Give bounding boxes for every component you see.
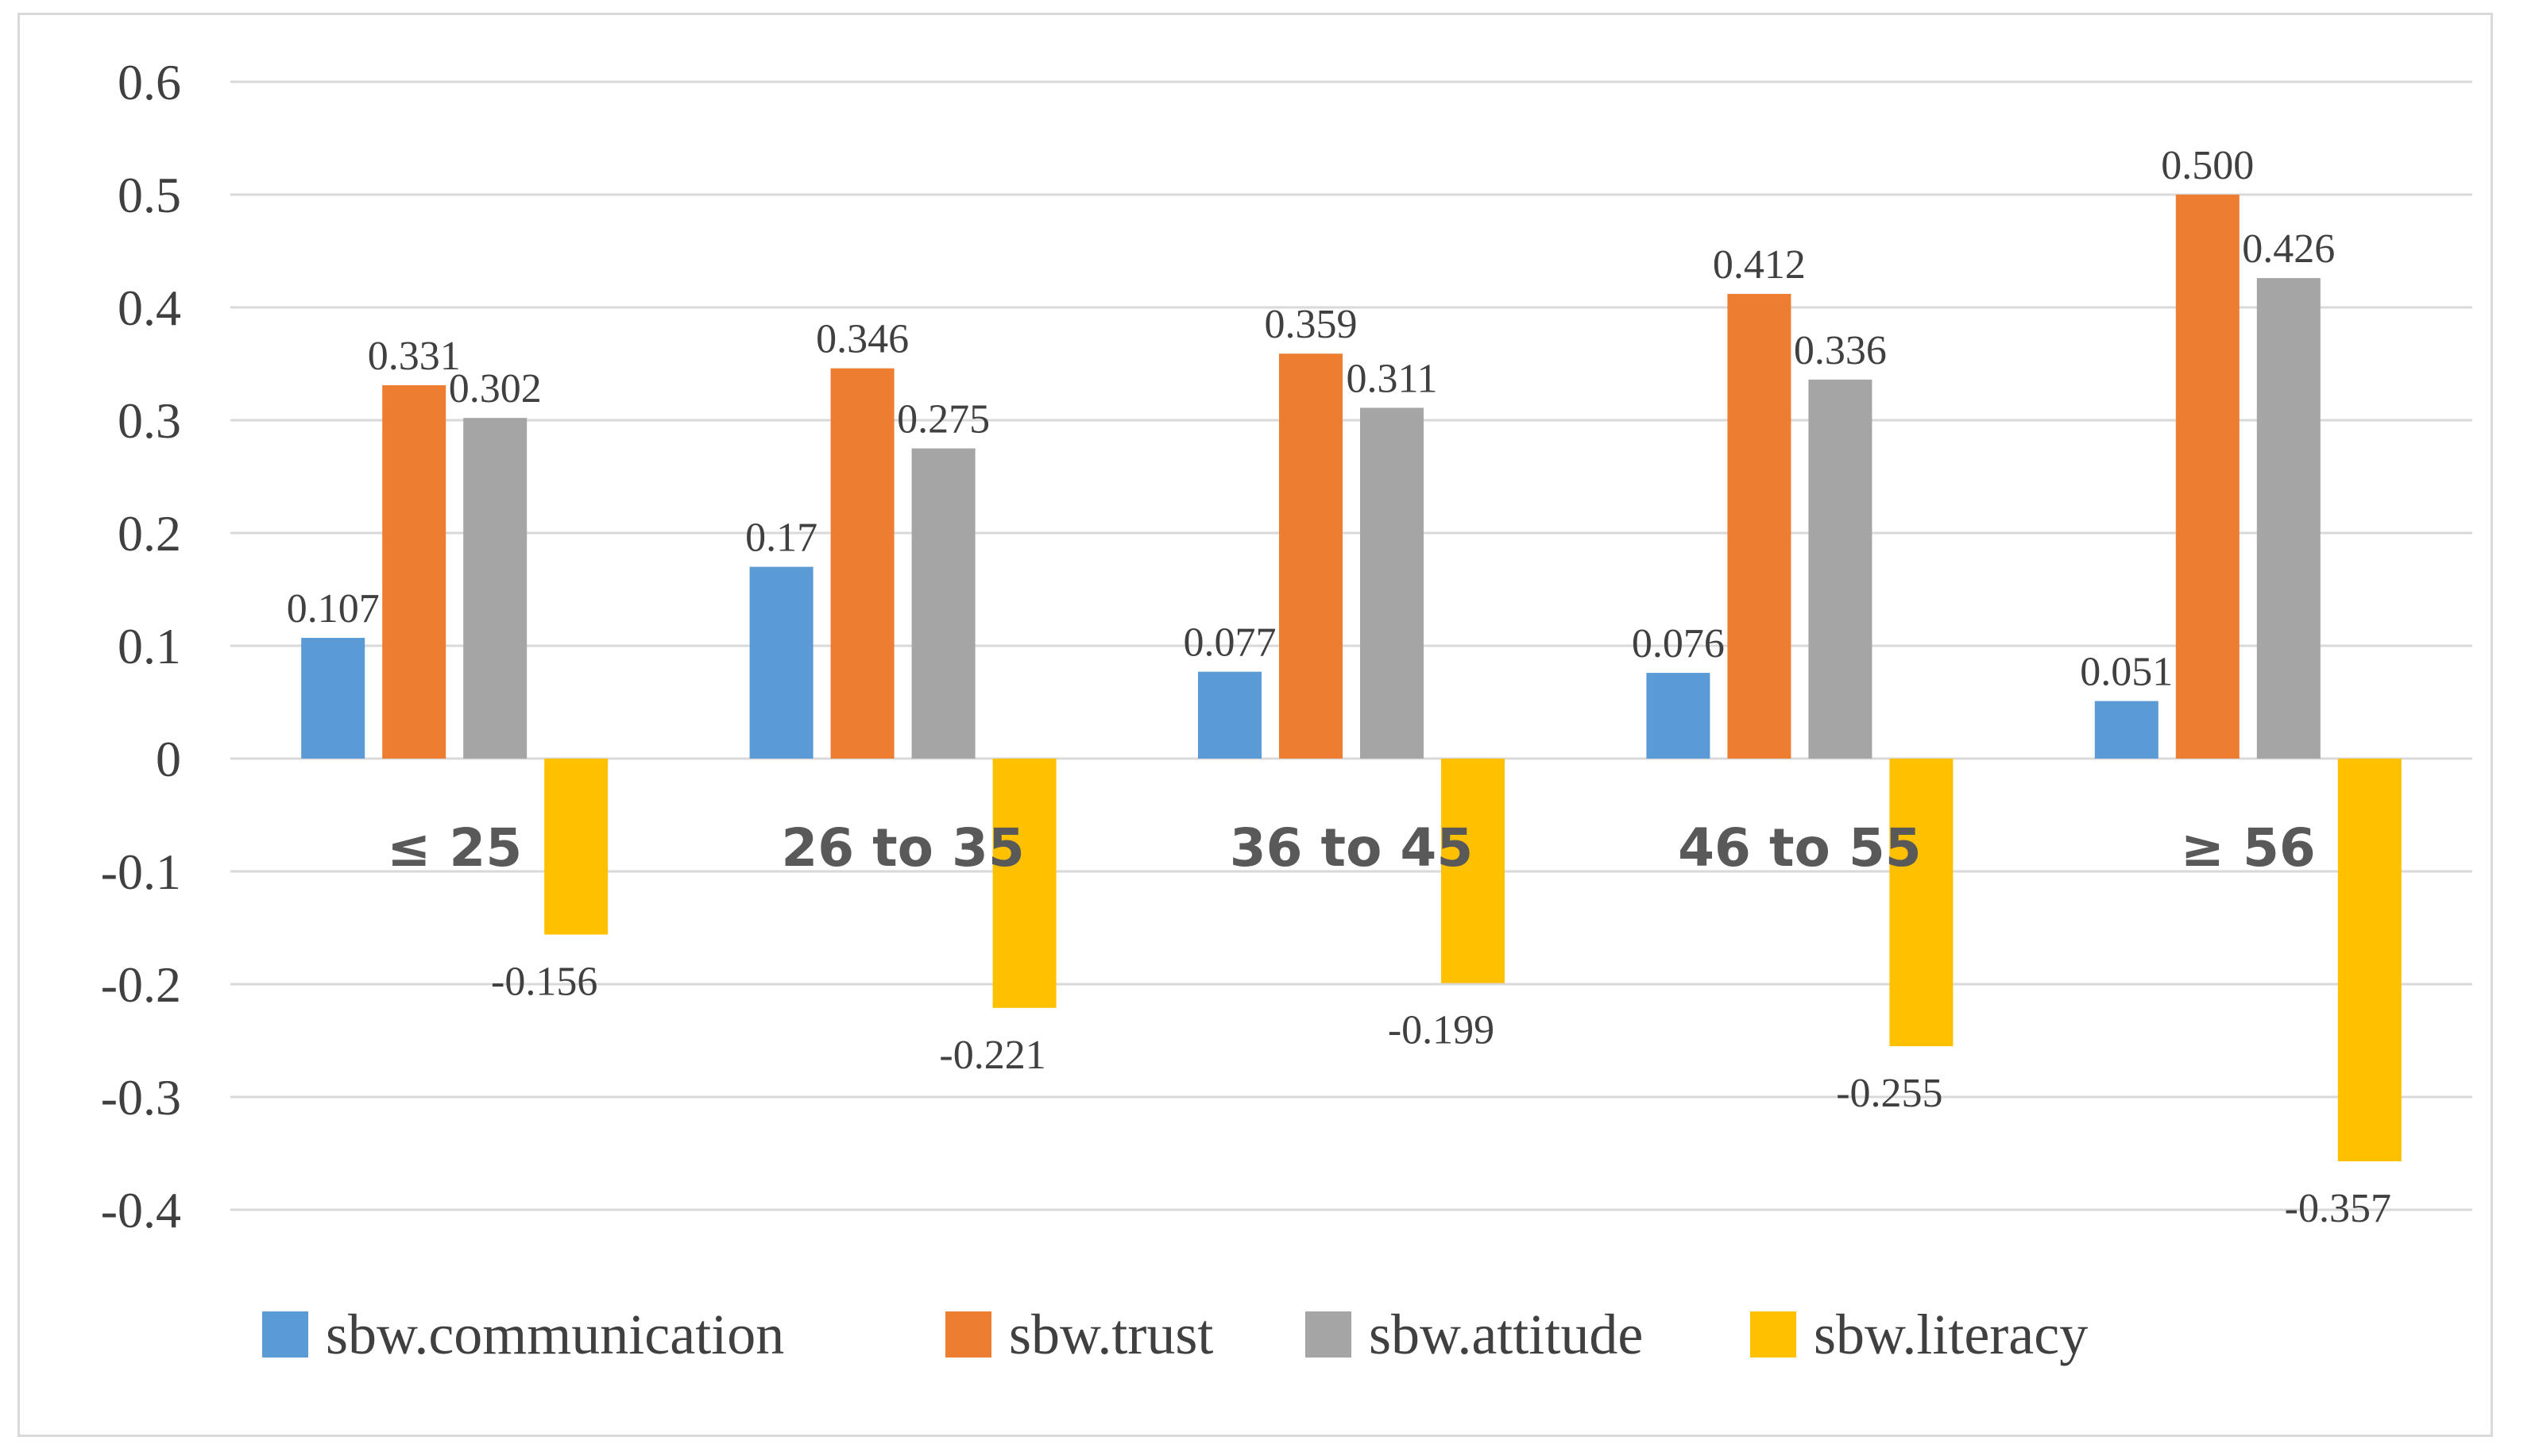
category-label: ≤ 25 bbox=[387, 817, 522, 879]
legend-label: sbw.literacy bbox=[1814, 1303, 2088, 1366]
bars bbox=[301, 195, 2402, 1161]
legend-label: sbw.trust bbox=[1009, 1303, 1213, 1366]
data-label: 0.077 bbox=[1184, 620, 1277, 666]
data-label: -0.156 bbox=[491, 960, 597, 1005]
legend-swatch bbox=[1750, 1311, 1796, 1358]
legend-label: sbw.attitude bbox=[1369, 1303, 1643, 1366]
legend-label: sbw.communication bbox=[326, 1303, 784, 1366]
y-tick-label: 0.4 bbox=[118, 280, 181, 336]
bar-sbw-communication bbox=[2094, 701, 2158, 759]
category-label: 26 to 35 bbox=[781, 817, 1025, 879]
category-label: 46 to 55 bbox=[1678, 817, 1922, 879]
bar-sbw-literacy bbox=[2337, 759, 2402, 1161]
bar-sbw-communication bbox=[1198, 671, 1262, 759]
bar-sbw-attitude bbox=[1360, 407, 1424, 759]
bar-sbw-attitude bbox=[463, 418, 528, 759]
data-label: 0.412 bbox=[1713, 242, 1806, 288]
y-tick-label: -0.1 bbox=[101, 844, 181, 900]
data-label: 0.336 bbox=[1794, 328, 1887, 373]
legend: sbw.communication sbw.trust sbw.attitude sb… bbox=[262, 1303, 2088, 1366]
data-label: 0.17 bbox=[745, 516, 817, 561]
data-label: 0.346 bbox=[816, 317, 909, 362]
bar-sbw-communication bbox=[301, 638, 365, 759]
bar-sbw-attitude bbox=[911, 448, 976, 759]
data-label: -0.255 bbox=[1836, 1071, 1942, 1116]
data-label: -0.221 bbox=[939, 1033, 1045, 1078]
bar-sbw-literacy bbox=[1441, 759, 1505, 983]
bar-sbw-trust bbox=[2175, 195, 2240, 759]
bar-sbw-trust bbox=[830, 368, 895, 759]
data-label: 0.500 bbox=[2161, 143, 2254, 188]
y-tick-label: 0 bbox=[156, 731, 181, 787]
data-label: -0.357 bbox=[2285, 1186, 2391, 1231]
data-label: 0.311 bbox=[1346, 356, 1437, 401]
y-axis-ticks: 0.6 0.5 0.4 0.3 0.2 0.1 0 -0.1 -0.2 -0.3 -0.4 bbox=[101, 54, 181, 1238]
data-label: 0.426 bbox=[2242, 226, 2335, 272]
category-label: ≥ 56 bbox=[2181, 817, 2316, 879]
bar-sbw-communication bbox=[749, 566, 814, 759]
data-label: -0.199 bbox=[1388, 1008, 1494, 1053]
bar-sbw-trust bbox=[382, 384, 446, 759]
data-label: 0.051 bbox=[2080, 650, 2173, 695]
legend-swatch bbox=[1305, 1311, 1351, 1358]
data-label: 0.359 bbox=[1265, 302, 1358, 347]
y-tick-label: -0.4 bbox=[101, 1182, 181, 1238]
bar-sbw-literacy bbox=[1889, 759, 1954, 1047]
legend-swatch bbox=[945, 1311, 991, 1358]
category-label: 36 to 45 bbox=[1230, 817, 1474, 879]
y-tick-label: 0.5 bbox=[118, 167, 181, 223]
y-tick-label: 0.2 bbox=[118, 505, 181, 562]
bar-sbw-attitude bbox=[1808, 379, 1872, 759]
data-label: 0.076 bbox=[1632, 621, 1725, 666]
data-label: 0.275 bbox=[897, 397, 990, 442]
category-labels: ≤ 25 26 to 35 36 to 45 46 to 55 ≥ 56 bbox=[387, 817, 2316, 879]
gridlines bbox=[230, 80, 2472, 1211]
data-label: 0.302 bbox=[449, 366, 542, 411]
bar-sbw-trust bbox=[1727, 293, 1791, 759]
y-tick-label: 0.3 bbox=[118, 392, 181, 449]
data-label: 0.107 bbox=[287, 586, 380, 631]
data-label: 0.331 bbox=[368, 334, 461, 379]
y-tick-label: 0.1 bbox=[118, 618, 181, 674]
y-tick-label: -0.3 bbox=[101, 1069, 181, 1126]
bar-sbw-literacy bbox=[992, 759, 1057, 1008]
bar-sbw-communication bbox=[1646, 673, 1710, 759]
bar-sbw-attitude bbox=[2256, 278, 2321, 759]
legend-swatch bbox=[262, 1311, 308, 1358]
y-tick-label: 0.6 bbox=[118, 54, 181, 110]
bar-sbw-trust bbox=[1279, 353, 1343, 759]
y-tick-label: -0.2 bbox=[101, 956, 181, 1013]
bar-sbw-literacy bbox=[544, 759, 609, 935]
